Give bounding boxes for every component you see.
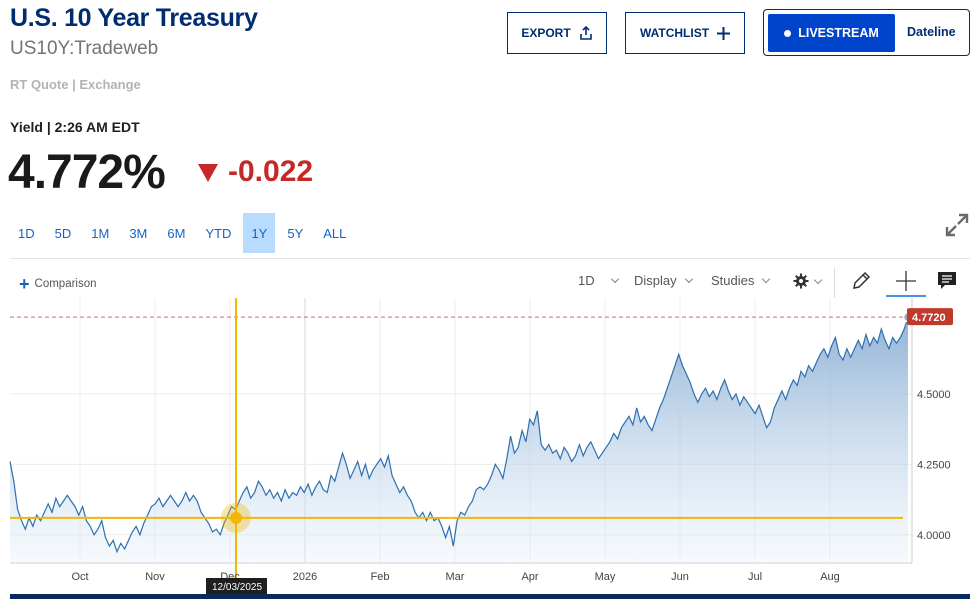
chat-icon[interactable] xyxy=(934,268,960,294)
share-icon xyxy=(579,26,592,40)
last-value-label: 4.7720 xyxy=(912,312,946,324)
chevron-down-icon xyxy=(684,274,693,284)
watchlist-label: WATCHLIST xyxy=(639,26,710,40)
last-value-badge xyxy=(907,308,953,326)
export-button[interactable]: EXPORT xyxy=(507,12,607,54)
display-label: Display xyxy=(634,273,677,288)
down-arrow-icon xyxy=(198,164,218,182)
range-all[interactable]: ALL xyxy=(323,225,347,241)
plus-icon: + xyxy=(19,274,30,294)
last-price: 4.772% xyxy=(8,146,166,199)
range-1m[interactable]: 1M xyxy=(91,225,110,241)
range-ytd[interactable]: YTD xyxy=(205,225,232,241)
crosshair-active-indicator xyxy=(886,295,926,297)
crosshair-icon[interactable] xyxy=(893,268,919,294)
live-dot-icon xyxy=(784,29,792,37)
interval-dropdown[interactable]: 1D xyxy=(578,273,619,288)
x-axis: Oct Nov Dec 2026 Feb Mar Apr May Jun Jul Aug xyxy=(71,571,839,583)
livestream-label: LIVESTREAM xyxy=(798,26,879,40)
footer-bar xyxy=(10,594,970,599)
crosshair-date-badge xyxy=(206,578,267,594)
dateline-link[interactable]: Dateline xyxy=(907,25,956,39)
x-tick-label: May xyxy=(595,571,616,583)
ticker-symbol: US10Y:Tradeweb xyxy=(10,38,159,59)
comparison-button[interactable]: + Comparison xyxy=(19,275,97,293)
y-tick-label: 4.5000 xyxy=(917,389,951,401)
chevron-down-icon xyxy=(610,274,619,284)
pencil-icon[interactable] xyxy=(848,268,874,294)
interval-label: 1D xyxy=(578,273,595,288)
settings-dropdown[interactable] xyxy=(793,273,823,289)
livestream-group: LIVESTREAM Dateline xyxy=(763,9,970,56)
y-axis: 4.0000 4.2500 4.5000 xyxy=(917,389,951,542)
crosshair-point xyxy=(230,511,242,524)
studies-dropdown[interactable]: Studies xyxy=(711,273,771,288)
studies-label: Studies xyxy=(711,273,755,288)
range-1y[interactable]: 1Y xyxy=(243,213,276,253)
y-tick-label: 4.0000 xyxy=(917,530,951,542)
toolbar-separator xyxy=(834,268,835,298)
x-tick-label: Oct xyxy=(71,571,88,583)
x-tick-label: Apr xyxy=(521,571,538,583)
yield-line xyxy=(9,317,909,554)
range-selector: 1D 5D 1M 3M 6M YTD 1Y 5Y ALL xyxy=(10,213,358,253)
x-tick-label: Feb xyxy=(371,571,390,583)
crosshair-date-label: 12/03/2025 xyxy=(212,582,262,593)
x-tick-label: Aug xyxy=(820,571,840,583)
export-label: EXPORT xyxy=(521,26,571,40)
y-tick-label: 4.2500 xyxy=(917,459,951,471)
x-tick-label: Jun xyxy=(671,571,689,583)
watchlist-button[interactable]: WATCHLIST xyxy=(625,12,745,54)
chevron-down-icon xyxy=(762,274,771,284)
x-tick-label: Nov xyxy=(145,571,165,583)
page-title: U.S. 10 Year Treasury xyxy=(10,4,258,32)
range-1d[interactable]: 1D xyxy=(18,225,35,241)
range-5d[interactable]: 5D xyxy=(54,225,72,241)
price-change: -0.022 xyxy=(198,155,313,189)
change-value: -0.022 xyxy=(228,155,314,188)
plus-icon xyxy=(717,26,731,40)
range-6m[interactable]: 6M xyxy=(167,225,186,241)
range-5y[interactable]: 5Y xyxy=(287,225,304,241)
x-tick-label: 2026 xyxy=(293,571,317,583)
rt-quote-label: RT Quote | Exchange xyxy=(10,77,141,92)
gear-icon xyxy=(793,273,809,289)
yield-timestamp: Yield | 2:26 AM EDT xyxy=(10,119,140,135)
comparison-label: Comparison xyxy=(34,278,97,290)
livestream-button[interactable]: LIVESTREAM xyxy=(768,14,895,52)
yield-area xyxy=(10,317,908,563)
range-3m[interactable]: 3M xyxy=(129,225,148,241)
x-tick-label: Jul xyxy=(748,571,762,583)
expand-icon[interactable] xyxy=(944,212,970,238)
x-tick-label: Mar xyxy=(446,571,465,583)
display-dropdown[interactable]: Display xyxy=(634,273,693,288)
chevron-down-icon xyxy=(813,275,823,284)
toolbar-divider xyxy=(10,258,970,259)
